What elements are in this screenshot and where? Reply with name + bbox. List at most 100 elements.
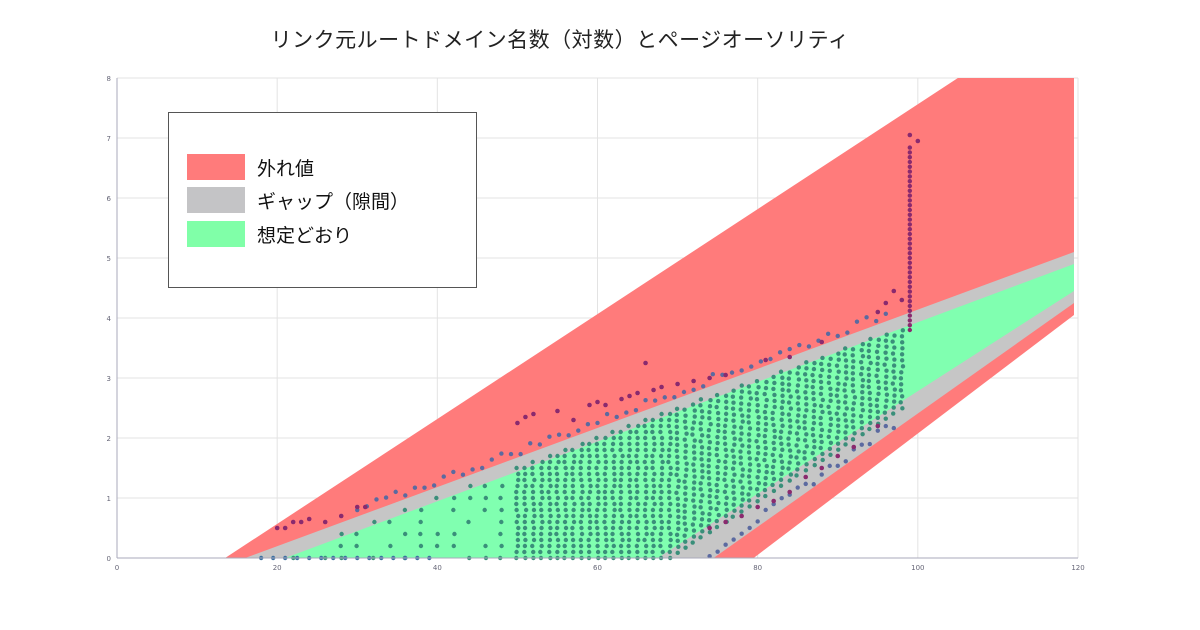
data-point: [650, 423, 655, 429]
data-point: [588, 483, 593, 489]
outlier-point: [515, 420, 520, 426]
data-point: [666, 519, 671, 525]
data-point: [612, 471, 617, 477]
data-point: [588, 531, 593, 537]
data-point: [731, 388, 736, 393]
data-point: [707, 416, 712, 421]
data-point: [690, 540, 695, 545]
data-point: [659, 477, 664, 483]
data-point: [619, 459, 624, 465]
data-point: [804, 378, 809, 383]
data-point: [714, 494, 719, 500]
data-point: [539, 513, 544, 519]
data-point: [898, 388, 904, 393]
y-tick-label: 0: [107, 555, 111, 563]
x-tick-label: 0: [115, 564, 119, 572]
data-point: [530, 459, 535, 465]
data-point: [768, 356, 773, 362]
data-point: [762, 487, 768, 493]
data-point: [706, 428, 712, 433]
data-point: [812, 456, 818, 462]
data-point: [666, 459, 671, 465]
data-point: [659, 525, 664, 531]
data-point: [612, 483, 617, 489]
data-point: [658, 495, 663, 501]
data-point: [700, 493, 705, 498]
data-point: [698, 427, 703, 432]
data-point: [746, 432, 752, 437]
data-point: [884, 374, 889, 379]
data-point: [746, 414, 751, 419]
data-point: [627, 435, 632, 441]
data-point: [883, 350, 888, 355]
data-point: [539, 543, 544, 549]
data-point: [738, 455, 743, 460]
data-point: [610, 531, 615, 537]
data-point: [859, 401, 865, 407]
data-point: [730, 466, 736, 471]
data-point: [602, 447, 607, 453]
data-point: [547, 471, 553, 477]
data-point: [732, 436, 737, 441]
x-tick-label: 80: [753, 564, 762, 572]
outlier-point: [571, 417, 576, 423]
data-point: [907, 241, 913, 246]
data-point: [884, 368, 889, 373]
data-point: [740, 491, 745, 496]
data-point: [899, 340, 905, 345]
data-point: [682, 419, 688, 424]
data-point: [788, 406, 794, 411]
data-point: [818, 421, 823, 427]
data-point: [610, 537, 615, 543]
data-point: [867, 414, 873, 420]
data-point: [612, 477, 617, 483]
data-point: [612, 507, 617, 513]
data-point: [626, 549, 632, 555]
data-point: [796, 395, 801, 400]
data-point: [788, 424, 793, 429]
data-point: [794, 473, 799, 478]
data-point: [722, 435, 728, 441]
data-point: [755, 499, 760, 504]
outlier-point: [322, 519, 328, 525]
data-point: [676, 484, 681, 490]
data-point: [907, 318, 913, 323]
data-point: [667, 417, 672, 423]
data-point: [674, 412, 679, 418]
data-point: [683, 539, 688, 544]
data-point: [907, 231, 913, 237]
data-point: [596, 489, 601, 495]
data-point: [827, 446, 833, 451]
data-point: [610, 549, 615, 555]
data-point: [907, 313, 913, 318]
data-point: [892, 345, 897, 350]
y-tick-label: 4: [107, 315, 112, 323]
data-point: [739, 389, 745, 394]
data-point: [836, 417, 841, 422]
data-point: [907, 236, 913, 241]
data-point: [763, 415, 768, 421]
data-point: [811, 482, 816, 487]
data-point: [723, 411, 729, 417]
data-point: [452, 531, 457, 537]
data-point: [747, 456, 752, 461]
data-point: [723, 459, 728, 465]
data-point: [580, 441, 585, 447]
data-point: [723, 471, 728, 477]
data-point: [668, 441, 673, 447]
data-point: [754, 391, 759, 396]
data-point: [779, 459, 785, 464]
data-point: [595, 525, 600, 531]
data-point: [668, 429, 673, 435]
data-point: [778, 435, 783, 440]
data-point: [770, 416, 775, 422]
data-point: [738, 407, 743, 412]
data-point: [731, 484, 737, 489]
data-point: [883, 311, 888, 316]
data-point: [570, 537, 576, 543]
data-point: [611, 435, 616, 441]
data-point: [795, 485, 800, 490]
data-point: [818, 379, 824, 385]
data-point: [780, 393, 785, 398]
